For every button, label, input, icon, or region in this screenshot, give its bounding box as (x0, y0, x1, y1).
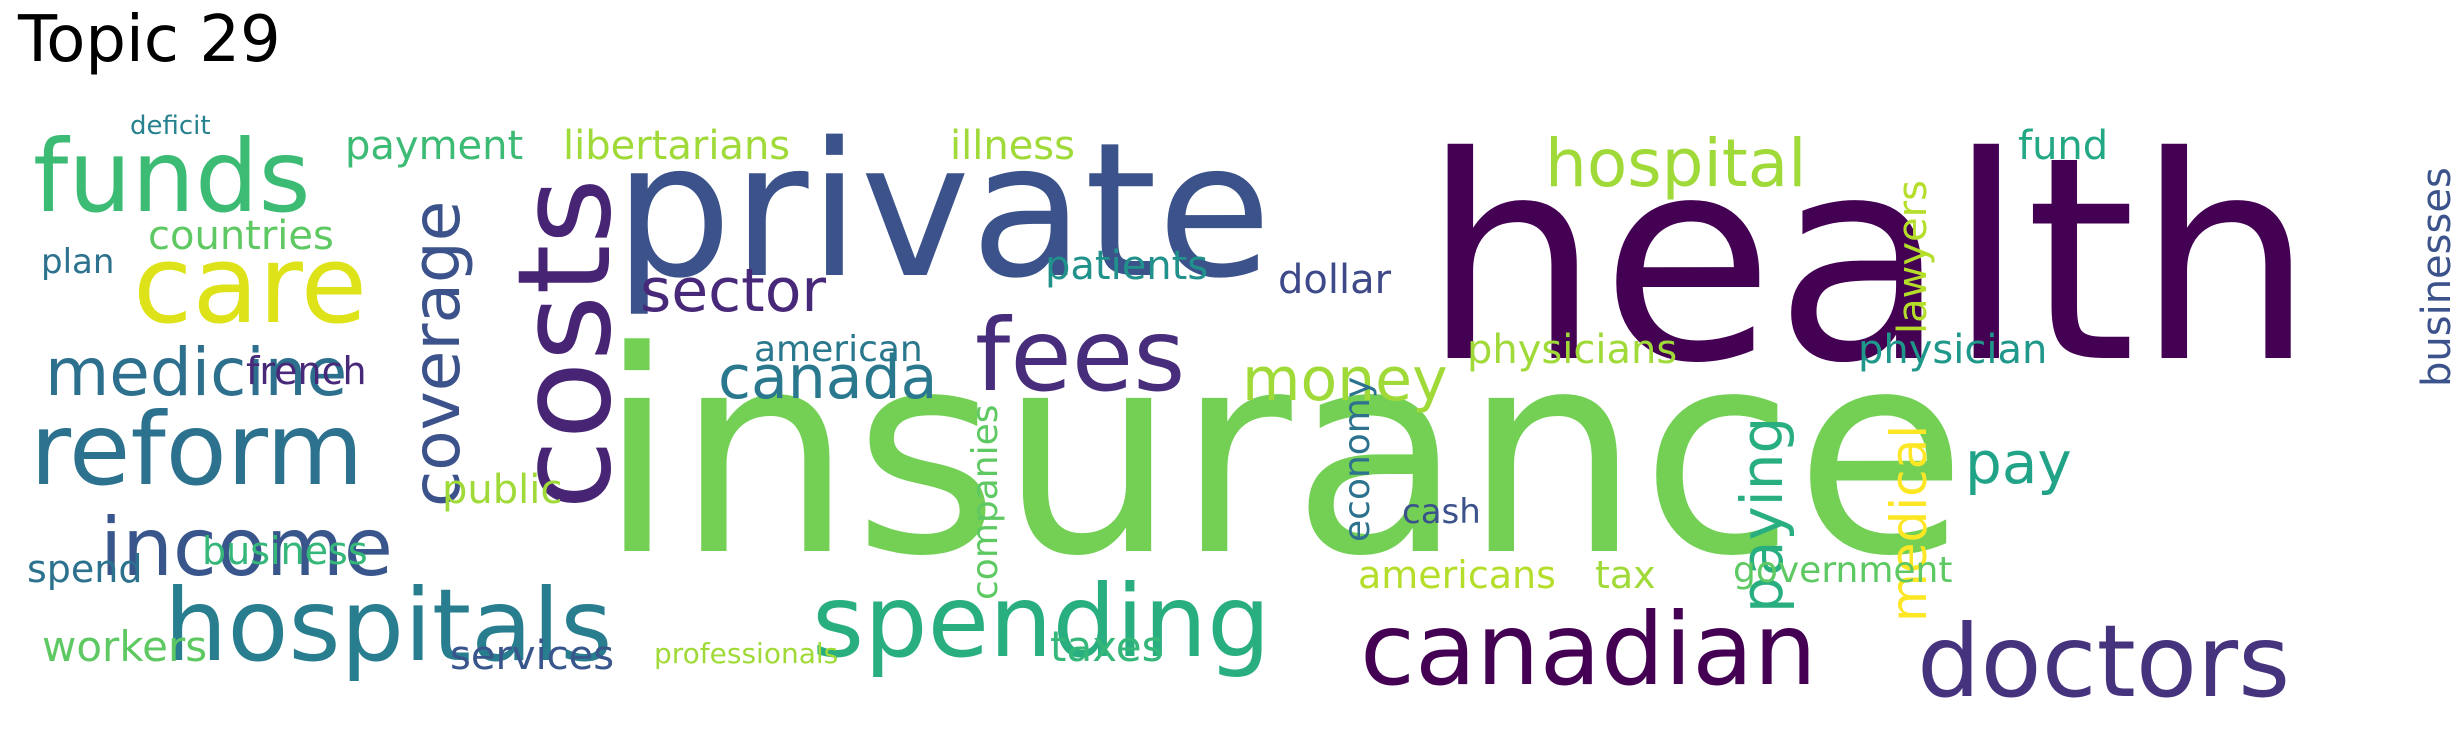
word-medicine: medicine (45, 334, 348, 411)
word-canadian: canadian (1360, 591, 1817, 708)
word-services: services (450, 633, 615, 679)
word-government: government (1733, 550, 1953, 591)
word-patients: patients (1045, 243, 1209, 289)
word-public: public (442, 467, 563, 513)
word-canada: canada (718, 343, 938, 413)
word-physicians: physicians (1467, 327, 1678, 373)
word-deficit: deficit (130, 111, 211, 141)
word-spend: spend (27, 547, 143, 591)
word-workers: workers (42, 622, 208, 671)
word-physician: physician (1858, 327, 2048, 373)
word-americans: americans (1358, 553, 1556, 597)
word-illness: illness (950, 123, 1075, 169)
word-funds: funds (33, 118, 311, 235)
word-insurance: insurance (598, 292, 1967, 618)
word-hospital: hospital (1545, 125, 1807, 202)
word-libertarians: libertarians (563, 123, 791, 169)
word-business: business (202, 529, 368, 573)
word-french: french (246, 349, 367, 393)
word-reform: reform (30, 391, 364, 508)
word-lawyers: lawyers (1890, 180, 1936, 334)
word-fund: fund (2018, 123, 2109, 169)
word-american: american (754, 329, 923, 370)
word-care: care (133, 223, 368, 348)
word-doctors: doctors (1917, 603, 2291, 720)
word-payment: payment (345, 123, 524, 169)
word-spending: spending (812, 563, 1271, 680)
word-private: private (614, 102, 1272, 319)
word-economy: economy (1337, 376, 1378, 542)
word-companies: companies (965, 404, 1006, 600)
chart-title: Topic 29 (18, 3, 281, 77)
word-businesses: businesses (2414, 167, 2456, 387)
word-tax: tax (1595, 553, 1656, 597)
word-money: money (1242, 345, 1448, 415)
word-pay: pay (1965, 429, 2072, 497)
word-dollar: dollar (1278, 257, 1392, 303)
word-countries: countries (148, 213, 334, 259)
word-hospitals: hospitals (164, 567, 613, 684)
word-medical: medical (1880, 424, 1938, 622)
word-professionals: professionals (654, 637, 839, 670)
word-plan: plan (41, 242, 115, 282)
word-coverage: coverage (398, 200, 475, 507)
word-income: income (100, 501, 394, 594)
word-costs: costs (491, 177, 640, 510)
word-cash: cash (1402, 492, 1481, 532)
word-health: health (1422, 96, 2315, 425)
word-fees: fees (975, 297, 1186, 414)
word-taxes: taxes (1050, 622, 1164, 671)
word-sector: sector (640, 256, 827, 326)
